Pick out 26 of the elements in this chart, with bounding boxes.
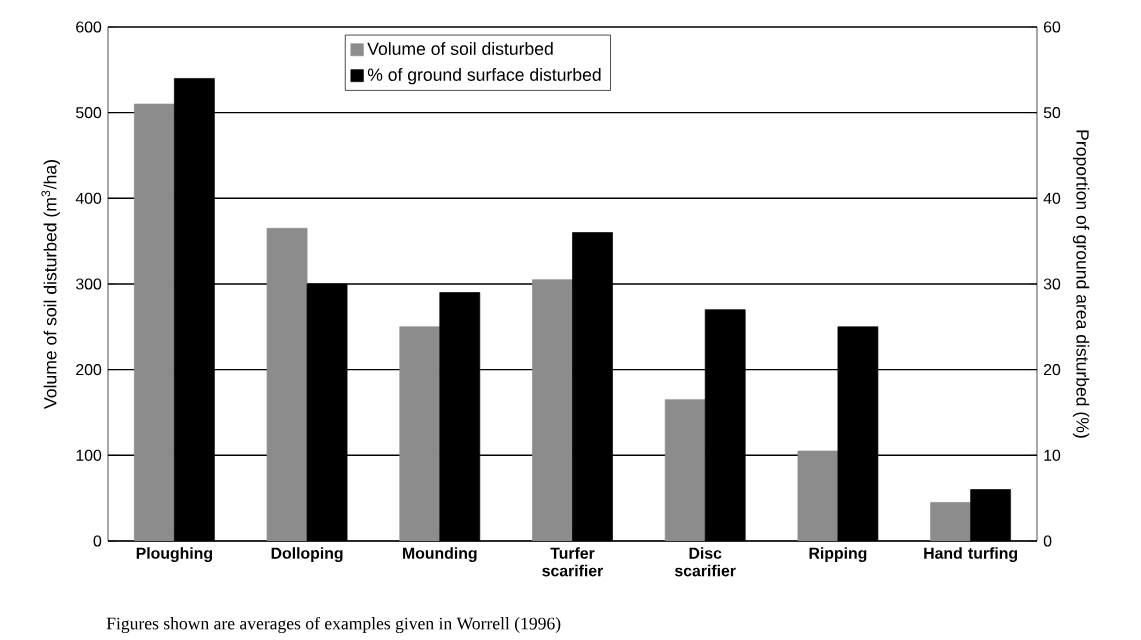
x-tick-label: Dolloping [271,547,343,563]
y-tick-label: 200 [76,364,102,376]
y2-tick-label: 60 [1043,21,1061,33]
x-tick-label: Ploughing [136,547,212,563]
y-tick-label: 100 [76,449,102,461]
x-tick-label: Mounding [403,547,477,563]
x-tick-label: Ripping [809,547,867,563]
x-tick-label: Turfer scarifier [542,547,604,577]
text: Figures shown are averages of examples given in Worrell (1996) [106,616,561,634]
y-tick-label: 600 [76,21,102,33]
y-tick-label: 0 [93,535,102,547]
y2-tick-label: 50 [1043,107,1061,119]
y2-tick-label: 30 [1043,278,1061,290]
x-tick-label: Disc scarifier [674,547,736,577]
legend-label: Volume of soil disturbed [367,42,553,55]
y-tick-label: 500 [76,107,102,119]
y2-tick-label: 20 [1043,364,1061,376]
legend-label: % of ground surface disturbed [367,67,601,85]
x-tick-label: Hand turfing [924,547,1018,563]
y2-axis-title: Proportion of ground area disturbed (%) [1072,130,1090,438]
y2-tick-label: 40 [1043,192,1061,204]
y-tick-label: 300 [76,278,102,290]
y-tick-label: 400 [75,192,102,204]
y-axis-title: Volume of soil disturbed (m$^{3}$/ha) [41,160,60,409]
y2-tick-label: 10 [1044,449,1061,461]
y2-tick-label: 0 [1043,535,1052,547]
